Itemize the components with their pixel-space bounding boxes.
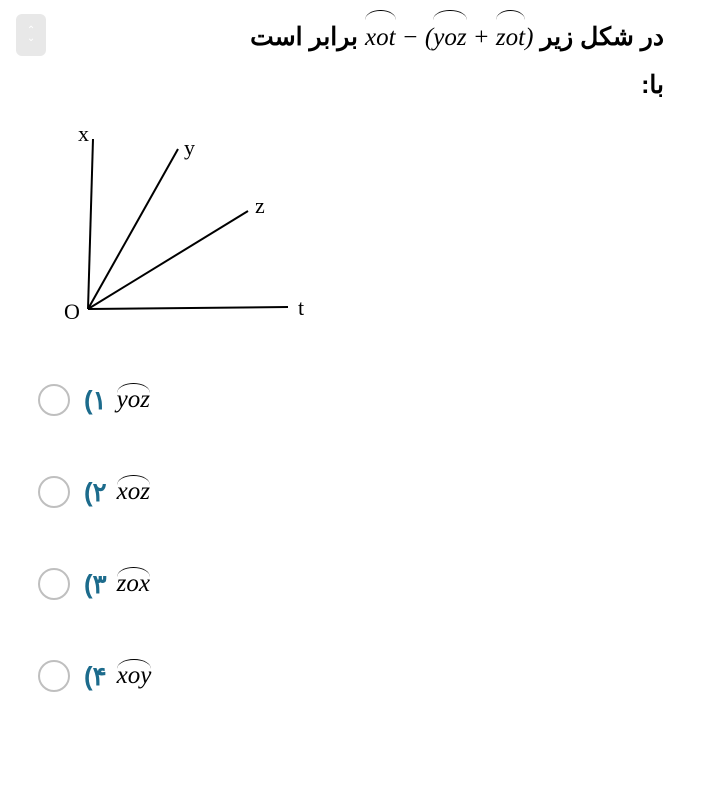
question-prefix: در شکل زیر (540, 23, 664, 51)
question-text: در شکل زیر xot − (yoz + zot) برابر است ب… (18, 14, 708, 109)
options-list: ۱) yoz ۲) xoz ۳) zox ۴) xoy (18, 384, 708, 692)
angle-figure: x y z t O (48, 119, 708, 354)
radio-button[interactable] (38, 384, 70, 416)
math-expression: xot − (yoz + zot) (365, 14, 533, 62)
question-line2: با: (641, 71, 664, 99)
plus-sign: + (473, 24, 490, 51)
option-math: xoz (117, 478, 150, 506)
option-number: ۱) (84, 385, 107, 416)
option-math: yoz (117, 386, 150, 414)
arc-option: zox (117, 570, 150, 598)
svg-text:O: O (64, 299, 80, 324)
option-row[interactable]: ۳) zox (38, 568, 708, 600)
option-number: ۲) (84, 477, 107, 508)
svg-text:z: z (255, 193, 265, 218)
arc-zot: zot (496, 14, 525, 62)
option-number: ۴) (84, 661, 107, 692)
option-row[interactable]: ۱) yoz (38, 384, 708, 416)
close-paren: ) (525, 24, 533, 51)
option-row[interactable]: ۲) xoz (38, 476, 708, 508)
svg-text:y: y (184, 135, 195, 160)
option-math: zox (117, 570, 150, 598)
open-paren: ( (425, 24, 433, 51)
minus-sign: − (402, 24, 419, 51)
chevron-down-icon: ⌄ (27, 35, 35, 43)
arc-option: yoz (117, 386, 150, 414)
arc-xot: xot (365, 14, 396, 62)
question-suffix: برابر است (250, 23, 358, 51)
option-number: ۳) (84, 569, 107, 600)
svg-text:t: t (298, 295, 304, 320)
scroll-control[interactable]: ⌃ ⌄ (16, 14, 46, 56)
radio-button[interactable] (38, 476, 70, 508)
option-row[interactable]: ۴) xoy (38, 660, 708, 692)
arc-option: xoz (117, 478, 150, 506)
question-container: ⌃ ⌄ در شکل زیر xot − (yoz + zot) برابر ا… (0, 0, 726, 766)
figure-svg: x y z t O (48, 119, 328, 349)
radio-button[interactable] (38, 568, 70, 600)
arc-yoz: yoz (433, 14, 466, 62)
svg-text:x: x (78, 121, 89, 146)
radio-button[interactable] (38, 660, 70, 692)
arc-option: xoy (117, 662, 152, 690)
option-math: xoy (117, 662, 152, 690)
